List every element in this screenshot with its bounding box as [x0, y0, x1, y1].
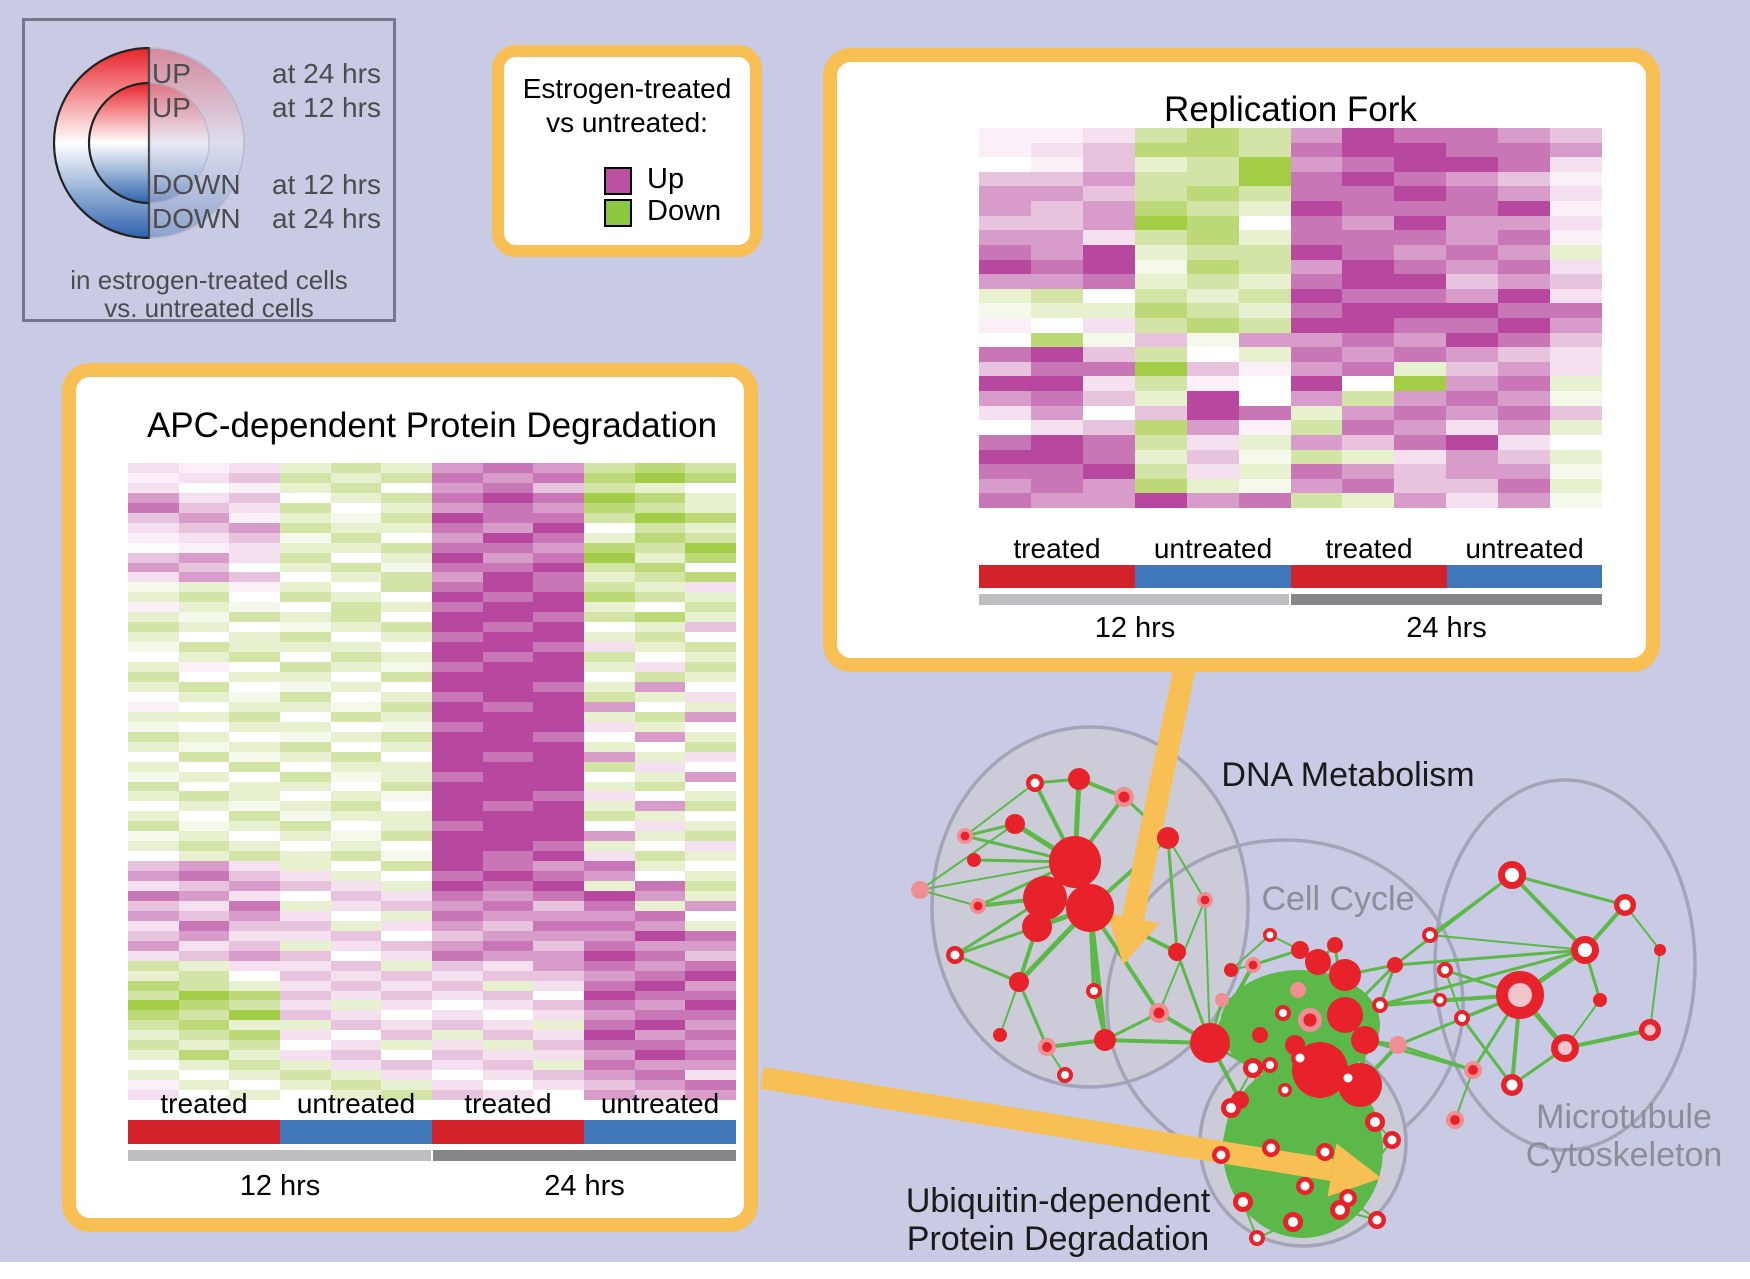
apc-col-label-untreated-12: untreated	[296, 1088, 416, 1119]
rf-col-label-untreated-24: untreated	[1465, 533, 1584, 564]
down-label: Down	[647, 195, 722, 227]
color-key-legend: Estrogen-treated vs untreated: Up Down	[492, 45, 762, 257]
svg-text:Protein Degradation: Protein Degradation	[907, 1220, 1209, 1258]
rf-untreated-bar-24	[1447, 565, 1602, 588]
legend-down-24-dir: DOWN	[152, 203, 241, 234]
apc-12hrs-bar	[128, 1150, 431, 1161]
legend-down-12-dir: DOWN	[152, 169, 241, 200]
svg-text:Cytoskeleton: Cytoskeleton	[1526, 1136, 1723, 1174]
svg-text:Microtubule: Microtubule	[1536, 1098, 1712, 1136]
bottom-margin	[0, 1262, 1750, 1279]
inner-ring-left-half	[87, 81, 151, 205]
legend-caption-line1: in estrogen-treated cells	[70, 265, 348, 295]
up-down-gradient-rings-icon	[53, 47, 245, 239]
legend-up-12-dir: UP	[152, 92, 191, 123]
rf-col-label-untreated-12: untreated	[1153, 533, 1273, 564]
inner-ring-right-half	[148, 82, 210, 204]
rf-12hrs-label: 12 hrs	[1094, 612, 1176, 644]
replication-fork-heatmap	[979, 128, 1602, 508]
color-key-title-line1: Estrogen-treated	[522, 73, 732, 104]
apc-untreated-bar-12	[280, 1120, 432, 1144]
down-color-swatch	[604, 199, 632, 227]
apc-col-label-untreated-24: untreated	[600, 1088, 720, 1119]
rf-col-label-treated-12: treated	[1013, 533, 1101, 564]
color-key-title-line2: vs untreated:	[546, 107, 708, 138]
apc-24hrs-bar	[433, 1150, 736, 1161]
apc-24hrs-label: 24 hrs	[544, 1170, 625, 1202]
rf-col-label-treated-24: treated	[1325, 533, 1413, 564]
legend-up-24-time: at 24 hrs	[272, 58, 381, 89]
apc-heatmap	[128, 463, 736, 1100]
apc-untreated-bar-24	[584, 1120, 736, 1144]
legend-down-24-time: at 24 hrs	[272, 203, 381, 234]
rf-treated-bar-12	[979, 565, 1135, 588]
apc-col-label-treated-24: treated	[464, 1088, 552, 1119]
legend-caption-line2: vs. untreated cells	[104, 293, 314, 323]
rf-untreated-bar-12	[1135, 565, 1291, 588]
up-label: Up	[647, 163, 685, 195]
rf-24hrs-bar	[1291, 594, 1602, 605]
apc-treated-bar-24	[432, 1120, 584, 1144]
svg-text:DNA Metabolism: DNA Metabolism	[1221, 756, 1474, 794]
svg-text:Cell Cycle: Cell Cycle	[1261, 880, 1414, 918]
rf-12hrs-bar	[979, 594, 1289, 605]
apc-treated-bar-12	[128, 1120, 280, 1144]
rf-treated-bar-24	[1291, 565, 1447, 588]
rf-24hrs-label: 24 hrs	[1406, 612, 1487, 644]
apc-12hrs-label: 12 hrs	[239, 1170, 321, 1202]
legend-up-24-dir: UP	[152, 58, 191, 89]
apc-title: APC-dependent Protein Degradation	[146, 406, 718, 445]
legend-down-12-time: at 12 hrs	[272, 169, 381, 200]
gradient-ring-legend: UP at 24 hrs UP at 12 hrs DOWN at 12 hrs…	[22, 18, 396, 323]
apc-col-label-treated-12: treated	[160, 1088, 248, 1119]
replication-fork-title: Replication Fork	[1164, 90, 1417, 129]
up-color-swatch	[604, 167, 632, 195]
legend-up-12-time: at 12 hrs	[272, 92, 381, 123]
svg-text:Ubiquitin-dependent: Ubiquitin-dependent	[906, 1182, 1211, 1220]
